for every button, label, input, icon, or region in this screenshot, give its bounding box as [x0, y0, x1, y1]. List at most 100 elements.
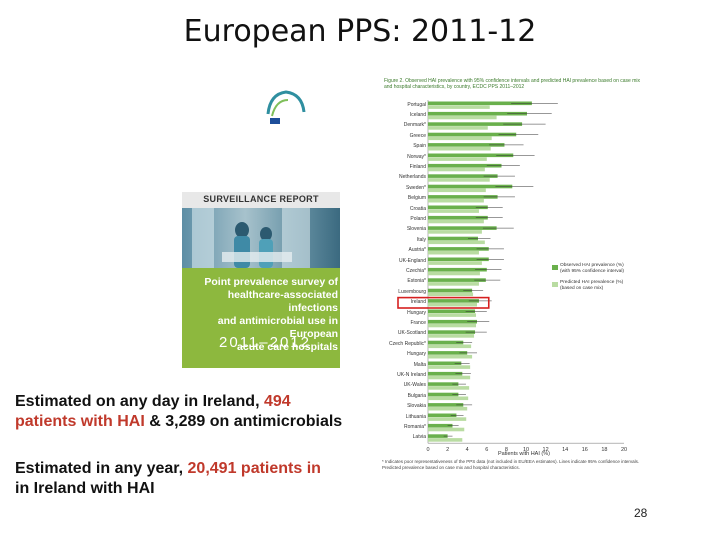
observed-bar: [428, 236, 478, 241]
predicted-bar: [428, 323, 477, 328]
observed-bar: [428, 101, 532, 106]
x-tick-label: 20: [621, 447, 627, 453]
country-label: Croatia: [409, 205, 426, 212]
predicted-bar: [428, 344, 472, 349]
predicted-bar: [428, 146, 491, 151]
country-label: Czechia*: [405, 267, 426, 274]
observed-bar: [428, 278, 486, 282]
country-label: Hungary: [407, 309, 426, 316]
observed-bar: [428, 309, 476, 314]
predicted-bar: [428, 178, 490, 182]
slide-title: European PPS: 2011-12: [183, 14, 537, 49]
bar-chart: 0 2 4 6 8 10 12 14 16 18 20: [397, 100, 627, 453]
figure-caption: Figure 2. Observed HAI prevalence with 9…: [384, 78, 640, 90]
observed-bar: [428, 184, 513, 189]
observed-bar: [428, 226, 497, 230]
cover-title: Point prevalence survey of healthcare-as…: [204, 276, 338, 353]
predicted-bar: [428, 250, 479, 255]
predicted-bar: [428, 209, 479, 213]
predicted-bar: [428, 396, 469, 401]
x-tick-label: 12: [543, 447, 549, 453]
country-label: Austria*: [408, 247, 426, 254]
country-label: Netherlands: [399, 174, 426, 181]
observed-bar: [428, 299, 479, 303]
country-label: France: [410, 319, 426, 326]
hai-prevalence-figure: Figure 2. Observed HAI prevalence with 9…: [378, 78, 640, 508]
country-label: Finland: [409, 163, 426, 170]
predicted-bar: [428, 230, 482, 234]
observed-bar: [428, 392, 459, 397]
report-cover-image: SURVEILLANCE REPORT Point prevalence sur…: [150, 78, 340, 368]
observed-bar: [428, 163, 502, 168]
predicted-bar: [428, 365, 471, 369]
predicted-bar: [428, 198, 484, 203]
country-label: Romania*: [404, 423, 426, 430]
predicted-bar: [428, 157, 487, 161]
legend-swatch-predicted: [552, 282, 558, 287]
x-tick-label: 2: [446, 447, 449, 453]
hospital-photo: [182, 208, 340, 268]
country-label: Ireland: [410, 299, 426, 306]
observed-bar: [428, 267, 487, 272]
predicted-bar: [428, 219, 484, 224]
cover-year: 2011–2012: [219, 334, 311, 351]
observed-bar: [428, 257, 489, 262]
observed-bar: [428, 340, 464, 345]
country-label: Latvia: [412, 434, 426, 441]
legend-swatch-observed: [552, 265, 558, 270]
predicted-bar: [428, 386, 470, 390]
predicted-bar: [428, 313, 477, 317]
country-label: Sweden*: [405, 184, 426, 191]
predicted-bar: [428, 406, 468, 411]
predicted-bar: [428, 282, 479, 286]
report-label-bar: [182, 192, 340, 208]
x-tick-label: 16: [582, 447, 588, 453]
country-label: Czech Republic*: [389, 340, 426, 347]
predicted-bar: [428, 334, 475, 338]
x-tick-label: 10: [523, 447, 529, 453]
observed-bar: [428, 153, 514, 158]
country-label: UK-Wales: [403, 382, 426, 389]
predicted-bar: [428, 115, 497, 120]
legend-observed: Observed HAI prevalence (%) (with 95% co…: [560, 263, 624, 274]
country-label: Hungary: [407, 351, 426, 358]
country-label: Slovenia: [406, 226, 426, 233]
x-tick-label: 18: [601, 447, 607, 453]
predicted-bar: [428, 271, 480, 276]
predicted-bar: [428, 375, 471, 380]
observed-bar: [428, 205, 488, 210]
observed-bar: [428, 382, 459, 386]
x-tick-label: 4: [466, 447, 469, 453]
country-label: Portugal: [407, 101, 426, 108]
page-number: 28: [634, 506, 648, 520]
predicted-bar: [428, 302, 477, 307]
observed-bar: [428, 423, 453, 428]
country-label: Estonia*: [407, 278, 426, 285]
observed-bar: [428, 247, 489, 251]
x-tick-label: 8: [505, 447, 508, 453]
country-label: Denmark*: [403, 122, 426, 129]
observed-bar: [428, 371, 463, 376]
legend-predicted: Predicted HAI prevalence (%) (based on c…: [560, 280, 624, 291]
predicted-bar: [428, 136, 492, 141]
country-label: Belgium: [407, 195, 426, 202]
x-axis-title: Patients with HAI (%): [498, 451, 550, 457]
country-label: Iceland: [409, 111, 426, 118]
x-tick-label: 0: [426, 447, 429, 453]
ireland-highlight-box: [397, 296, 490, 309]
predicted-bar: [428, 167, 485, 172]
country-label: Slovakia: [407, 403, 426, 410]
country-label: Poland: [410, 215, 426, 222]
observed-bar: [428, 111, 527, 116]
observed-bar: [428, 319, 477, 324]
daily-estimate-text: Estimated on any day in Ireland, 494 pat…: [15, 393, 343, 430]
observed-bar: [428, 143, 505, 147]
cover-title-panel: Point prevalence survey of healthcare-as…: [182, 268, 340, 368]
observed-bar: [428, 351, 468, 355]
predicted-bar: [428, 126, 488, 130]
country-label: UK-Scotland: [397, 330, 426, 337]
report-label: SURVEILLANCE REPORT: [203, 194, 319, 204]
x-tick-label: 6: [485, 447, 488, 453]
observed-bar: [428, 195, 498, 199]
country-label: Bulgaria: [407, 392, 426, 399]
